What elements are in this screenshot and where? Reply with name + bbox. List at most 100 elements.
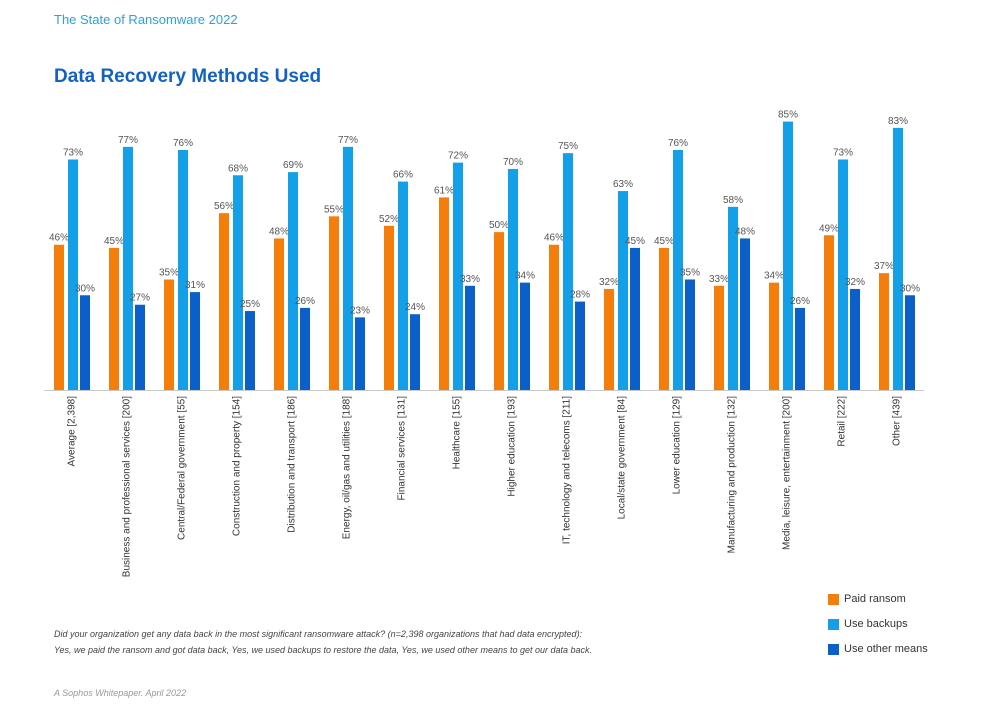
data-label: 61% xyxy=(434,185,454,196)
bar-paid-ransom xyxy=(879,273,889,390)
category-label: Lower education [129] xyxy=(672,396,683,495)
data-label: 70% xyxy=(503,157,523,168)
legend-label-use-backups: Use backups xyxy=(844,618,908,630)
data-label: 77% xyxy=(338,135,358,146)
data-label: 46% xyxy=(544,233,564,244)
data-label: 83% xyxy=(888,116,908,127)
data-label: 32% xyxy=(845,277,865,288)
data-label: 52% xyxy=(379,214,399,225)
data-label: 32% xyxy=(599,277,619,288)
bar-paid-ransom xyxy=(54,244,64,390)
bar-use-backups xyxy=(233,175,243,390)
bar-use-backups xyxy=(453,162,463,390)
bar-use-other-means xyxy=(575,301,585,390)
bar-use-other-means xyxy=(850,288,860,390)
bar-use-other-means xyxy=(410,314,420,390)
footnote-answers: Yes, we paid the ransom and got data bac… xyxy=(54,645,593,655)
bar-paid-ransom xyxy=(439,197,449,390)
footer-source: A Sophos Whitepaper. April 2022 xyxy=(54,688,187,698)
category-label: Distribution and transport [186] xyxy=(287,396,298,533)
category-label: Central/Federal government [55] xyxy=(177,396,188,540)
data-label: 45% xyxy=(104,236,124,247)
category-label: Business and professional services [200] xyxy=(122,396,133,577)
data-label: 34% xyxy=(515,271,535,282)
data-label: 46% xyxy=(49,233,69,244)
category-label: Financial services [131] xyxy=(397,396,408,501)
data-label: 68% xyxy=(228,163,248,174)
bar-use-backups xyxy=(838,159,848,390)
bar-use-other-means xyxy=(685,279,695,390)
data-label: 25% xyxy=(240,299,260,310)
category-label: IT, technology and telecoms [211] xyxy=(562,396,573,544)
bar-use-backups xyxy=(783,121,793,390)
bar-paid-ransom xyxy=(714,285,724,390)
data-label: 77% xyxy=(118,135,138,146)
data-label: 27% xyxy=(130,293,150,304)
bar-use-backups xyxy=(673,150,683,390)
data-label: 73% xyxy=(833,147,853,158)
bar-use-other-means xyxy=(245,311,255,390)
footnote: Did your organization get any data back … xyxy=(54,626,814,658)
bar-use-backups xyxy=(893,127,903,390)
bar-use-other-means xyxy=(465,285,475,390)
bar-use-backups xyxy=(123,146,133,390)
data-label: 69% xyxy=(283,160,303,171)
data-label: 66% xyxy=(393,170,413,181)
bar-use-other-means xyxy=(795,307,805,390)
bar-use-other-means xyxy=(355,317,365,390)
bar-paid-ransom xyxy=(549,244,559,390)
data-label: 76% xyxy=(173,138,193,149)
data-label: 30% xyxy=(900,283,920,294)
category-label: Higher education [193] xyxy=(507,396,518,497)
data-label: 48% xyxy=(269,226,289,237)
legend-swatch-use-other-means xyxy=(828,644,839,655)
bar-use-backups xyxy=(178,150,188,390)
bar-use-other-means xyxy=(190,292,200,390)
footnote-question: Did your organization get any data back … xyxy=(54,629,583,639)
data-label: 45% xyxy=(625,236,645,247)
bar-paid-ransom xyxy=(769,282,779,390)
bar-paid-ransom xyxy=(659,247,669,390)
bar-use-backups xyxy=(563,153,573,390)
bar-paid-ransom xyxy=(604,288,614,390)
category-label: Construction and property [154] xyxy=(232,396,243,536)
category-label: Manufacturing and production [132] xyxy=(727,396,738,554)
category-label: Retail [222] xyxy=(837,396,848,447)
bar-paid-ransom xyxy=(384,225,394,390)
data-label: 55% xyxy=(324,204,344,215)
bar-use-backups xyxy=(728,206,738,390)
data-label: 26% xyxy=(295,296,315,307)
category-label: Other [439] xyxy=(892,396,903,446)
bar-paid-ransom xyxy=(164,279,174,390)
bar-paid-ransom xyxy=(494,232,504,390)
bar-use-other-means xyxy=(300,307,310,390)
data-label: 33% xyxy=(709,274,729,285)
data-label: 34% xyxy=(764,271,784,282)
data-label: 35% xyxy=(680,267,700,278)
data-label: 73% xyxy=(63,147,83,158)
data-label: 50% xyxy=(489,220,509,231)
data-label: 24% xyxy=(405,302,425,313)
data-label: 23% xyxy=(350,305,370,316)
bar-chart: 46% 73% 30% Average [2,398] 45% 77% 27% Busines… xyxy=(44,110,924,577)
bar-use-backups xyxy=(508,168,518,390)
bar-use-backups xyxy=(618,191,628,390)
bar-paid-ransom xyxy=(274,238,284,390)
bar-use-other-means xyxy=(740,238,750,390)
data-label: 35% xyxy=(159,267,179,278)
legend-swatch-use-backups xyxy=(828,619,839,630)
bar-paid-ransom xyxy=(329,216,339,390)
bar-use-other-means xyxy=(905,295,915,390)
data-label: 28% xyxy=(570,290,590,301)
data-label: 48% xyxy=(735,226,755,237)
legend-label-paid-ransom: Paid ransom xyxy=(844,593,906,605)
legend-swatch-paid-ransom xyxy=(828,594,839,605)
data-label: 56% xyxy=(214,201,234,212)
bar-paid-ransom xyxy=(109,247,119,390)
category-label: Average [2,398] xyxy=(67,396,78,467)
bar-use-other-means xyxy=(520,282,530,390)
bar-use-backups xyxy=(398,181,408,390)
category-label: Healthcare [155] xyxy=(452,396,463,470)
bar-use-other-means xyxy=(630,247,640,390)
chart-title: Data Recovery Methods Used xyxy=(54,66,322,87)
